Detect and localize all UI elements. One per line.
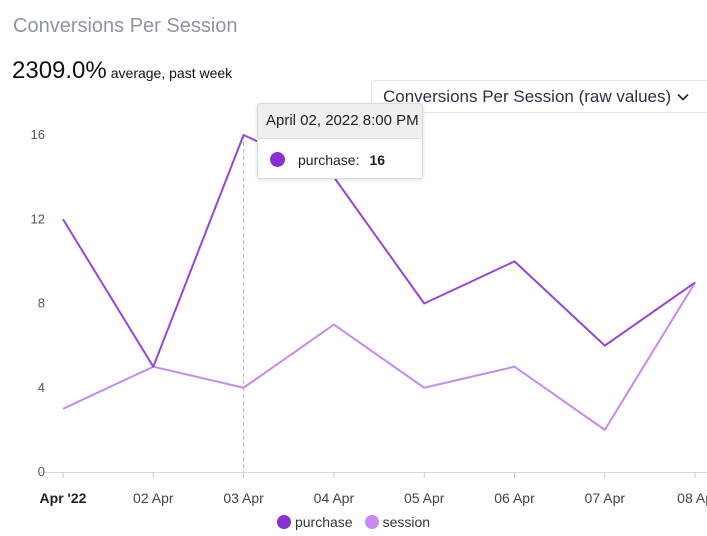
chart-legend: purchase session	[0, 514, 707, 530]
chevron-down-icon	[677, 93, 689, 101]
legend-item-purchase[interactable]: purchase	[276, 514, 353, 530]
average-metric: 2309.0% average, past week	[12, 57, 232, 85]
metric-dropdown[interactable]: Conversions Per Session (raw values)	[371, 80, 707, 113]
y-tick-label: 16	[31, 127, 45, 142]
tooltip-date: April 02, 2022 8:00 PM	[258, 104, 422, 139]
tooltip-series-name: purchase:	[298, 151, 360, 168]
x-tick-label: 05 Apr	[404, 490, 445, 506]
chart-title: Conversions Per Session	[13, 15, 238, 37]
legend-label-session: session	[382, 514, 431, 530]
average-caption: average, past week	[110, 65, 233, 81]
x-tick-label: 03 Apr	[223, 490, 264, 506]
y-tick-label: 0	[38, 464, 45, 479]
tooltip-value: 16	[369, 151, 386, 168]
chart-tooltip: April 02, 2022 8:00 PM purchase: 16	[257, 103, 423, 179]
y-tick-label: 4	[38, 380, 45, 395]
x-tick-label: 04 Apr	[314, 490, 355, 506]
x-tick-label: 06 Apr	[494, 490, 535, 506]
tooltip-row: purchase: 16	[258, 139, 422, 178]
series-line-purchase	[62, 134, 696, 368]
legend-dot-icon	[276, 515, 291, 529]
y-tick-label: 8	[38, 296, 45, 311]
y-tick-label: 12	[31, 211, 45, 226]
x-tick-label: 07 Apr	[585, 490, 626, 506]
legend-item-session[interactable]: session	[364, 514, 431, 530]
x-tick-label: 02 Apr	[133, 490, 174, 506]
x-tick-label: Apr '22	[40, 490, 87, 506]
tooltip-series-dot-icon	[270, 152, 285, 167]
average-value: 2309.0%	[12, 57, 107, 84]
legend-dot-icon	[364, 515, 379, 529]
x-tick-label: 08 Ap	[677, 490, 707, 506]
metric-dropdown-label: Conversions Per Session (raw values)	[383, 86, 672, 106]
series-line-session	[62, 281, 696, 431]
legend-label-purchase: purchase	[294, 514, 353, 530]
